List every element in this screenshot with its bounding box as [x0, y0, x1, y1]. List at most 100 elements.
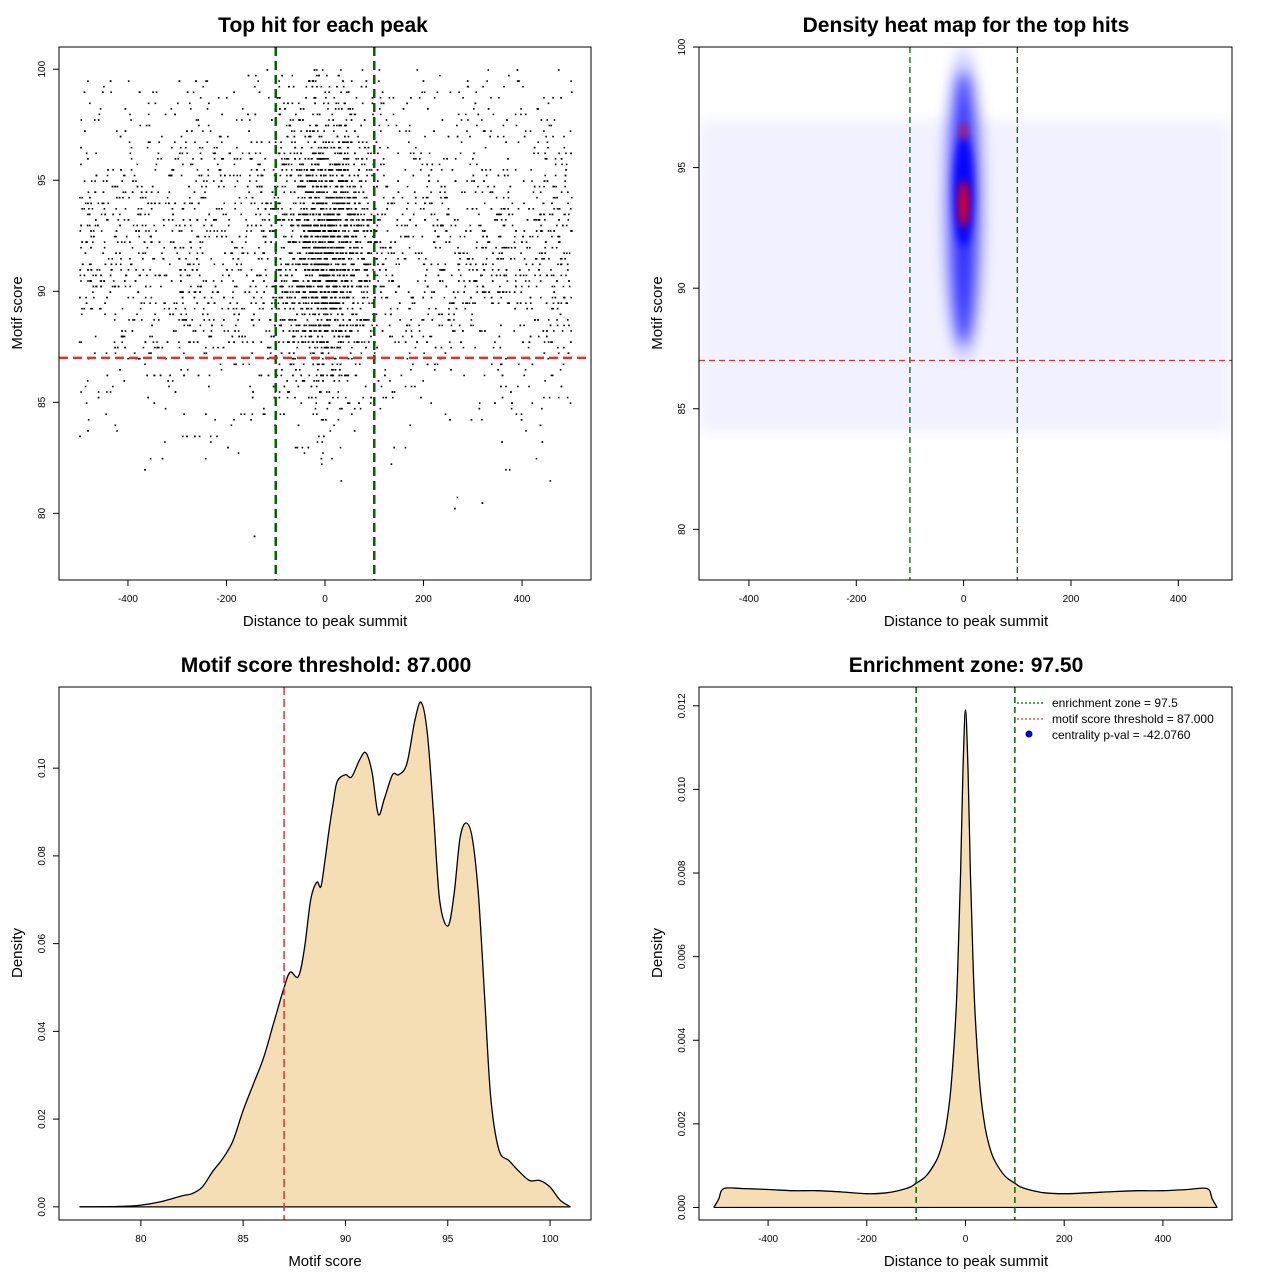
scatter-point [296, 219, 298, 221]
scatter-point [339, 297, 341, 299]
scatter-point [347, 308, 349, 310]
scatter-point [283, 341, 285, 343]
scatter-point [291, 130, 293, 132]
scatter-point [429, 203, 431, 205]
scatter-point [275, 241, 277, 243]
scatter-point [205, 197, 207, 199]
scatter-point [312, 191, 314, 193]
scatter-point [454, 252, 456, 254]
scatter-point [144, 241, 146, 243]
scatter-point [532, 236, 534, 238]
scatter-point [330, 308, 332, 310]
scatter-point [302, 180, 304, 182]
scatter-point [472, 302, 474, 304]
scatter-point [453, 314, 455, 316]
scatter-point [355, 158, 357, 160]
scatter-point [568, 352, 570, 354]
scatter-point [316, 214, 318, 216]
scatter-point [362, 69, 364, 71]
scatter-point [522, 86, 524, 88]
scatter-point [553, 186, 555, 188]
scatter-point [358, 341, 360, 343]
scatter-point [322, 380, 324, 382]
scatter-point [380, 286, 382, 288]
scatter-point [304, 169, 306, 171]
scatter-point [485, 264, 487, 266]
scatter-point [314, 69, 316, 71]
scatter-point [189, 103, 191, 105]
scatter-point [208, 125, 210, 127]
scatter-point [187, 91, 189, 93]
scatter-point [379, 69, 381, 71]
scatter-point [366, 230, 368, 232]
scatter-point [87, 158, 89, 160]
scatter-point [142, 225, 144, 227]
scatter-point [466, 302, 468, 304]
scatter-point [240, 158, 242, 160]
scatter-point [537, 236, 539, 238]
scatter-point [316, 302, 318, 304]
scatter-point [350, 225, 352, 227]
scatter-point [487, 186, 489, 188]
scatter-point [281, 247, 283, 249]
scatter-point [481, 119, 483, 121]
scatter-point [300, 180, 302, 182]
scatter-point [317, 169, 319, 171]
scatter-point [355, 208, 357, 210]
scatter-point [341, 375, 343, 377]
scatter-point [407, 358, 409, 360]
scatter-point [484, 330, 486, 332]
scatter-point [470, 164, 472, 166]
scatter-point [263, 413, 265, 415]
scatter-point [156, 91, 158, 93]
scatter-point [451, 302, 453, 304]
scatter-point [236, 175, 238, 177]
scatter-point [297, 252, 299, 254]
scatter-point [362, 258, 364, 260]
scatter-point [387, 230, 389, 232]
scatter-point [150, 286, 152, 288]
scatter-point [149, 336, 151, 338]
scatter-point [255, 302, 257, 304]
scatter-point [508, 191, 510, 193]
scatter-point [354, 203, 356, 205]
scatter-point [347, 380, 349, 382]
scatter-point [321, 180, 323, 182]
scatter-point [220, 364, 222, 366]
scatter-point [304, 219, 306, 221]
scatter-point [293, 225, 295, 227]
scatter-point [175, 330, 177, 332]
scatter-point [425, 275, 427, 277]
scatter-point [93, 230, 95, 232]
scatter-point [295, 114, 297, 116]
scatter-point [430, 402, 432, 404]
scatter-point [307, 225, 309, 227]
scatter-point [322, 364, 324, 366]
scatter-point [344, 141, 346, 143]
scatter-point [191, 203, 193, 205]
scatter-points [79, 69, 573, 537]
scatter-point [336, 291, 338, 293]
scatter-point [81, 119, 83, 121]
scatter-point [563, 364, 565, 366]
scatter-point [290, 214, 292, 216]
scatter-point [217, 164, 219, 166]
scatter-point [337, 153, 339, 155]
scatter-point [298, 291, 300, 293]
scatter-point [147, 247, 149, 249]
scatter-point [203, 180, 205, 182]
scatter-point [557, 308, 559, 310]
scatter-point [376, 241, 378, 243]
scatter-point [238, 330, 240, 332]
scatter-point [451, 275, 453, 277]
scatter-point [550, 230, 552, 232]
scatter-point [382, 264, 384, 266]
scatter-point [480, 225, 482, 227]
scatter-point [567, 397, 569, 399]
scatter-point [290, 319, 292, 321]
scatter-point [297, 447, 299, 449]
scatter-point [508, 247, 510, 249]
scatter-point [218, 97, 220, 99]
scatter-point [358, 286, 360, 288]
scatter-point [237, 319, 239, 321]
